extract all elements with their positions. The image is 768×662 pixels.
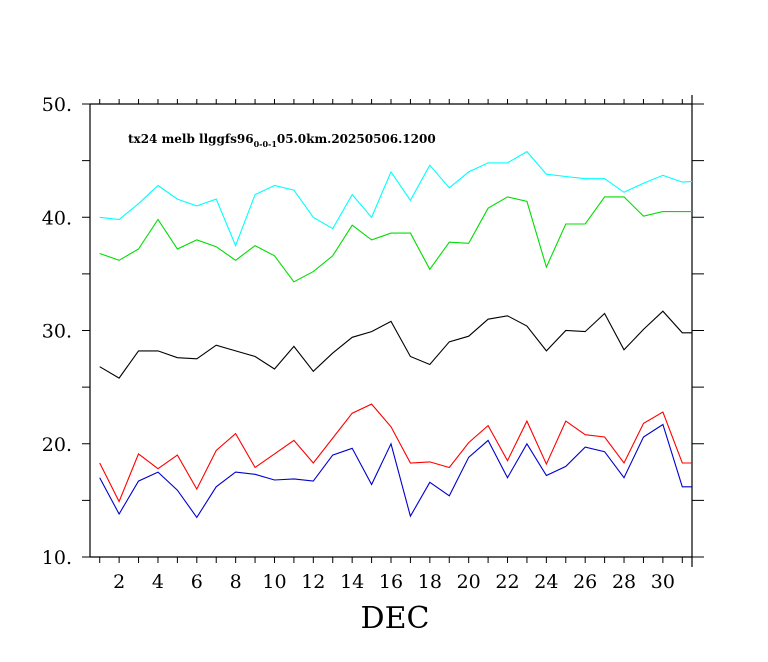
x-tick-label: 22	[495, 571, 519, 593]
x-tick-label: 26	[573, 571, 597, 593]
x-tick-label: 6	[191, 571, 203, 593]
x-tick-label: 18	[418, 571, 442, 593]
title-subscript: 0-0-1	[254, 139, 277, 149]
y-ticks: 10. 20. 30. 40. 50.	[42, 94, 704, 569]
series-line-1	[99, 150, 692, 248]
series-line-4	[99, 403, 692, 503]
y-tick-label: 20.	[42, 434, 72, 456]
y-tick-label: 10.	[42, 547, 72, 569]
x-tick-label: 14	[340, 571, 364, 593]
x-tick-label: 8	[230, 571, 242, 593]
x-tick-label: 12	[301, 571, 325, 593]
x-tick-label: 28	[612, 571, 636, 593]
y-tick-label: 40.	[42, 207, 72, 229]
series-line-3	[99, 310, 692, 379]
x-axis-label: DEC	[361, 601, 430, 636]
plot-frame	[89, 95, 693, 567]
y-tick-label: 50.	[42, 94, 72, 116]
x-ticks: 2 4 6 8 10 12 14 16 18 20 22 24 26 28 30	[99, 99, 683, 593]
title-suffix: 05.0km.20250506.1200	[277, 132, 436, 146]
x-tick-label: 4	[152, 571, 164, 593]
x-tick-label: 10	[262, 571, 286, 593]
x-tick-label: 20	[457, 571, 481, 593]
x-tick-label: 24	[534, 571, 558, 593]
x-tick-label: 2	[113, 571, 125, 593]
series-line-5	[99, 423, 692, 519]
y-tick-label: 30.	[42, 321, 72, 343]
x-tick-label: 16	[379, 571, 403, 593]
series-line-2	[99, 196, 692, 283]
series-lines	[99, 150, 692, 519]
x-tick-label: 30	[651, 571, 675, 593]
chart-title: tx24 melb llggfs960-0-105.0km.20250506.1…	[128, 132, 436, 149]
title-prefix: tx24 melb llggfs96	[128, 132, 254, 146]
